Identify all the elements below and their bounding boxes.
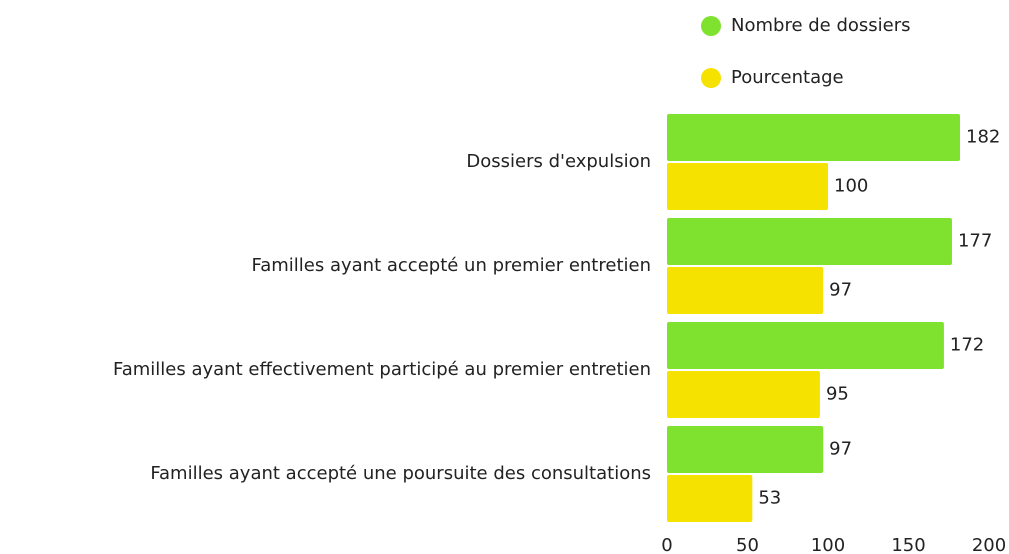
legend-label: Pourcentage	[731, 67, 844, 88]
bar	[667, 475, 753, 522]
bar	[667, 218, 952, 265]
x-tick-label: 150	[891, 535, 925, 554]
value-label: 97	[829, 280, 852, 301]
value-label: 177	[958, 231, 992, 252]
bar	[667, 426, 824, 473]
x-tick-label: 0	[661, 535, 672, 554]
bar	[667, 114, 961, 161]
category-label: Dossiers d'expulsion	[466, 151, 651, 172]
category-label: Familles ayant effectivement participé a…	[113, 359, 651, 380]
value-label: 95	[826, 384, 849, 405]
value-label: 182	[966, 127, 1000, 148]
category-label: Familles ayant accepté une poursuite des…	[150, 463, 651, 484]
legend-swatch	[701, 68, 721, 88]
x-tick-label: 200	[972, 535, 1006, 554]
value-label: 97	[829, 439, 852, 460]
x-tick-label: 50	[736, 535, 759, 554]
bar	[667, 322, 944, 369]
x-tick-label: 100	[811, 535, 845, 554]
bar	[667, 371, 820, 418]
value-label: 172	[950, 335, 984, 356]
category-label: Familles ayant accepté un premier entret…	[252, 255, 651, 276]
legend-swatch	[701, 16, 721, 36]
bar	[667, 267, 824, 314]
value-label: 53	[758, 488, 781, 509]
value-label: 100	[834, 176, 868, 197]
legend-label: Nombre de dossiers	[731, 15, 911, 36]
bar	[667, 163, 828, 210]
